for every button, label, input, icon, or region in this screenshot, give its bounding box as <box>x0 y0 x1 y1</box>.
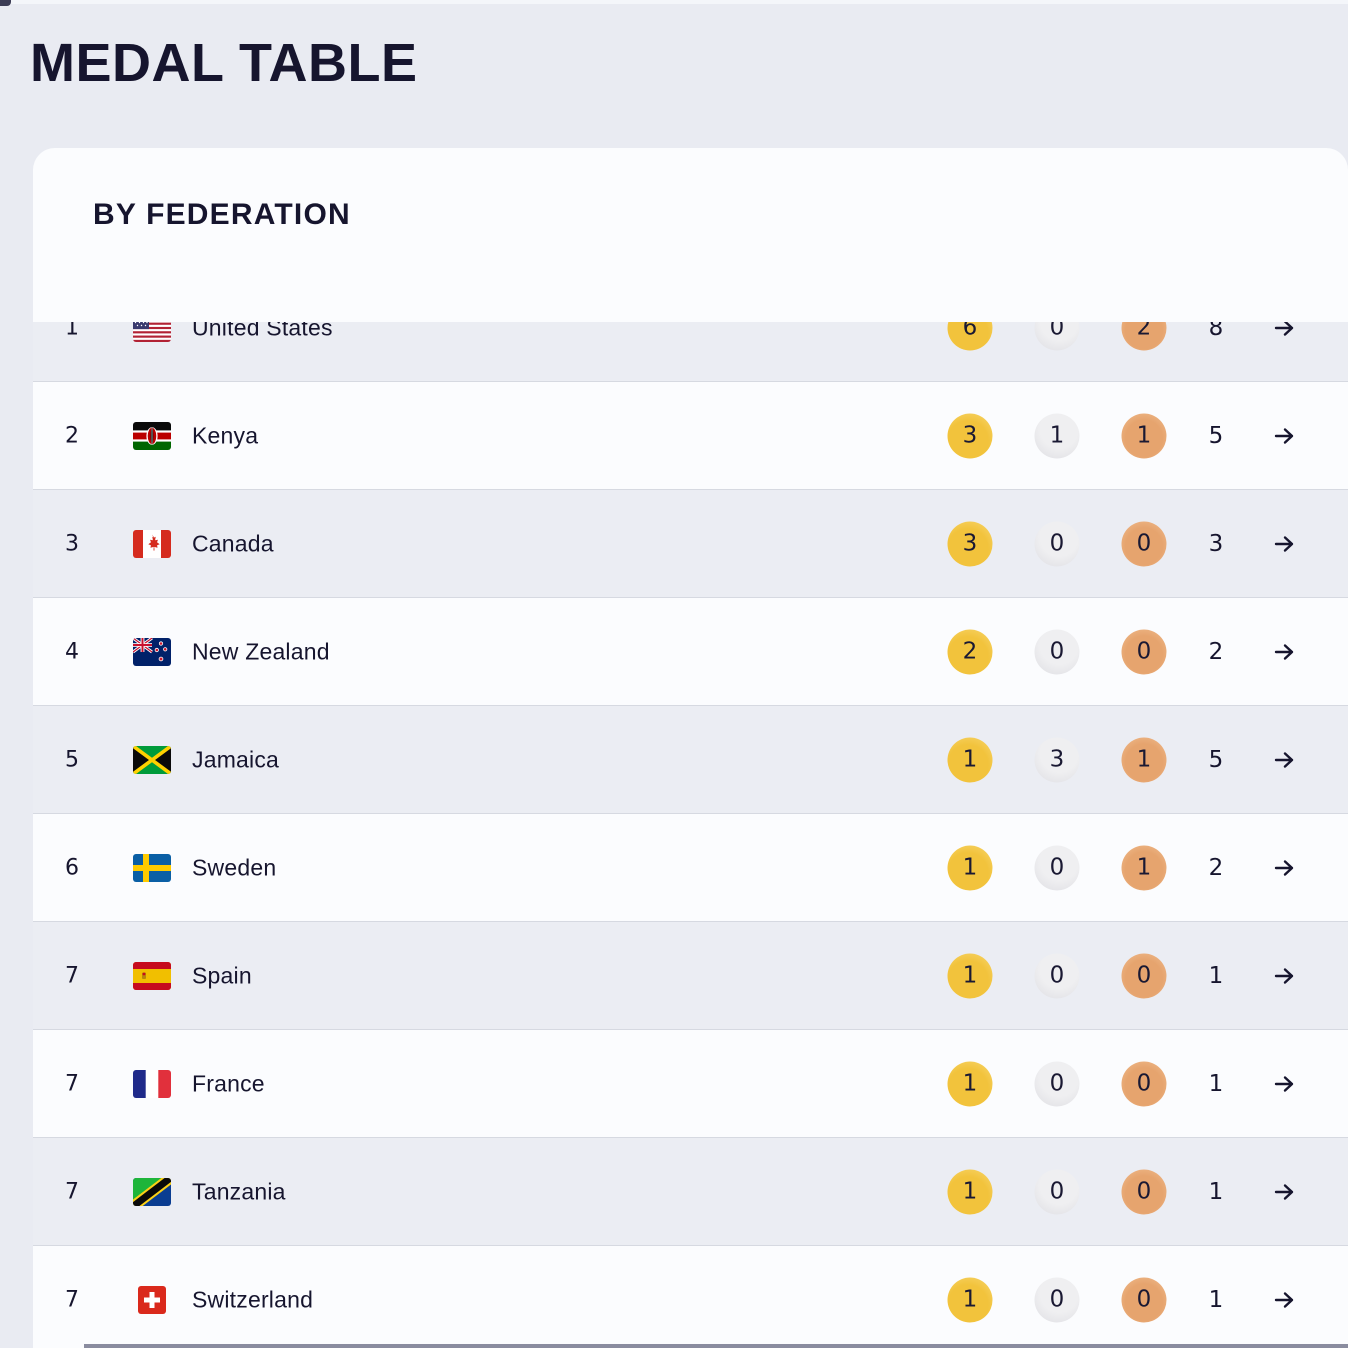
gold-medal-count: 1 <box>947 953 993 998</box>
arrow-right-icon[interactable] <box>1273 534 1297 554</box>
silver-medal-count: 0 <box>1034 1169 1080 1214</box>
gold-medal-count: 1 <box>947 845 993 890</box>
switzerland-flag-icon <box>133 1285 171 1314</box>
arrow-right-icon[interactable] <box>1273 858 1297 878</box>
bronze-medal-count: 1 <box>1121 845 1167 890</box>
france-flag-icon <box>133 1069 171 1098</box>
rank-value: 7 <box>65 1287 79 1312</box>
federation-name: France <box>192 1070 265 1096</box>
gold-medal-count: 3 <box>947 413 993 458</box>
top-edge-strip <box>0 0 1348 4</box>
rank-value: 3 <box>65 531 79 556</box>
federation-row[interactable]: 7 France 1 0 0 1 <box>33 1030 1348 1138</box>
federation-row[interactable]: 1 United States 6 0 2 8 <box>33 322 1348 382</box>
total-medal-count: 1 <box>1208 962 1224 989</box>
bronze-medal-count: 0 <box>1121 953 1167 998</box>
bronze-medal-count: 1 <box>1121 413 1167 458</box>
federation-row[interactable]: 3 Canada 3 0 0 3 <box>33 490 1348 598</box>
bronze-medal-count: 0 <box>1121 1169 1167 1214</box>
federation-name: Kenya <box>192 422 259 448</box>
total-medal-count: 1 <box>1208 1286 1224 1313</box>
federation-row[interactable]: 7 Spain 1 0 0 1 <box>33 922 1348 1030</box>
total-medal-count: 8 <box>1208 322 1224 341</box>
federation-name: Jamaica <box>192 746 280 772</box>
federation-name: United States <box>192 322 333 340</box>
bronze-medal-count: 2 <box>1121 322 1167 350</box>
rank-value: 2 <box>65 423 79 448</box>
federation-name: Sweden <box>192 854 277 880</box>
rank-value: 1 <box>65 322 79 340</box>
arrow-right-icon[interactable] <box>1273 1074 1297 1094</box>
federation-row[interactable]: 7 Switzerland 1 0 0 1 <box>33 1246 1348 1348</box>
gold-medal-count: 6 <box>947 322 993 350</box>
silver-medal-count: 0 <box>1034 629 1080 674</box>
arrow-right-icon[interactable] <box>1273 966 1297 986</box>
corner-artifact <box>0 0 11 6</box>
gold-medal-count: 3 <box>947 521 993 566</box>
spain-flag-icon <box>133 961 171 990</box>
federation-name: Tanzania <box>192 1178 286 1204</box>
total-medal-count: 1 <box>1208 1178 1224 1205</box>
federation-list-viewport[interactable]: 1 United States 6 0 2 8 2 Kenya 3 1 1 5 … <box>33 322 1348 1348</box>
federation-name: Switzerland <box>192 1286 314 1312</box>
jamaica-flag-icon <box>133 745 171 774</box>
arrow-right-icon[interactable] <box>1273 1182 1297 1202</box>
total-medal-count: 3 <box>1208 530 1224 557</box>
bottom-dark-bar <box>84 1344 1348 1348</box>
silver-medal-count: 0 <box>1034 845 1080 890</box>
arrow-right-icon[interactable] <box>1273 642 1297 662</box>
federation-row[interactable]: 5 Jamaica 1 3 1 5 <box>33 706 1348 814</box>
bronze-medal-count: 0 <box>1121 1277 1167 1322</box>
federation-name: Spain <box>192 962 252 988</box>
gold-medal-count: 1 <box>947 1169 993 1214</box>
page-title: MEDAL TABLE <box>30 33 418 93</box>
silver-medal-count: 0 <box>1034 521 1080 566</box>
rank-value: 5 <box>65 747 79 772</box>
federation-row[interactable]: 6 Sweden 1 0 1 2 <box>33 814 1348 922</box>
gold-medal-count: 1 <box>947 1061 993 1106</box>
total-medal-count: 1 <box>1208 1070 1224 1097</box>
arrow-right-icon[interactable] <box>1273 426 1297 446</box>
rank-value: 7 <box>65 1179 79 1204</box>
federation-row[interactable]: 7 Tanzania 1 0 0 1 <box>33 1138 1348 1246</box>
total-medal-count: 5 <box>1208 422 1224 449</box>
arrow-right-icon[interactable] <box>1273 750 1297 770</box>
rank-value: 6 <box>65 855 79 880</box>
rank-value: 7 <box>65 963 79 988</box>
gold-medal-count: 1 <box>947 1277 993 1322</box>
silver-medal-count: 3 <box>1034 737 1080 782</box>
new-zealand-flag-icon <box>133 637 171 666</box>
kenya-flag-icon <box>133 421 171 450</box>
silver-medal-count: 0 <box>1034 1277 1080 1322</box>
arrow-right-icon[interactable] <box>1273 1290 1297 1310</box>
sweden-flag-icon <box>133 853 171 882</box>
tanzania-flag-icon <box>133 1177 171 1206</box>
silver-medal-count: 0 <box>1034 953 1080 998</box>
canada-flag-icon <box>133 529 171 558</box>
federation-row[interactable]: 2 Kenya 3 1 1 5 <box>33 382 1348 490</box>
federation-list: 1 United States 6 0 2 8 2 Kenya 3 1 1 5 … <box>33 322 1348 1348</box>
bronze-medal-count: 1 <box>1121 737 1167 782</box>
total-medal-count: 2 <box>1208 854 1224 881</box>
federation-row[interactable]: 4 New Zealand 2 0 0 2 <box>33 598 1348 706</box>
medal-table-card: BY FEDERATION 1 United States 6 0 2 8 2 … <box>33 148 1348 1348</box>
section-heading: BY FEDERATION <box>93 198 351 231</box>
arrow-right-icon[interactable] <box>1273 322 1297 338</box>
bronze-medal-count: 0 <box>1121 521 1167 566</box>
bronze-medal-count: 0 <box>1121 629 1167 674</box>
total-medal-count: 5 <box>1208 746 1224 773</box>
silver-medal-count: 0 <box>1034 1061 1080 1106</box>
silver-medal-count: 1 <box>1034 413 1080 458</box>
silver-medal-count: 0 <box>1034 322 1080 350</box>
gold-medal-count: 1 <box>947 737 993 782</box>
rank-value: 4 <box>65 639 79 664</box>
federation-name: New Zealand <box>192 638 330 664</box>
bronze-medal-count: 0 <box>1121 1061 1167 1106</box>
rank-value: 7 <box>65 1071 79 1096</box>
federation-name: Canada <box>192 530 274 556</box>
gold-medal-count: 2 <box>947 629 993 674</box>
total-medal-count: 2 <box>1208 638 1224 665</box>
us-flag-icon <box>133 322 171 342</box>
